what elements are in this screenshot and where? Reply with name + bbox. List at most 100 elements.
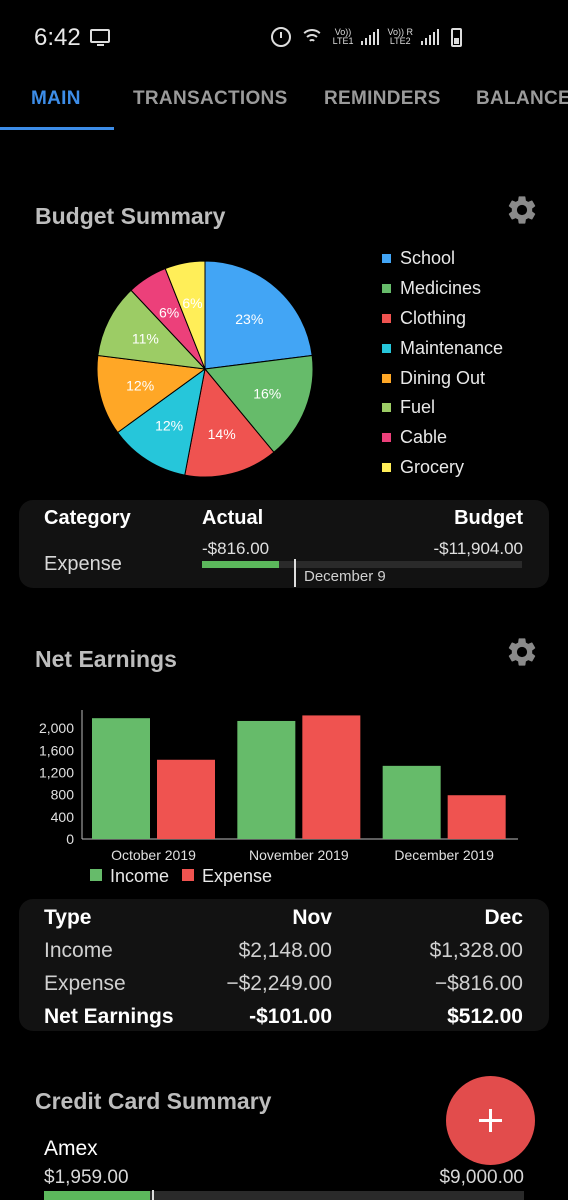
- bar-income-3: [382, 765, 441, 839]
- pie-slice-maintenance: [116, 367, 206, 476]
- credit-card-marker: [152, 1190, 154, 1200]
- tab-main[interactable]: MAIN: [31, 88, 81, 109]
- credit-card-balance: $1,959.00: [44, 1167, 129, 1188]
- bar-income-2: [237, 720, 296, 839]
- legend-item: School: [382, 244, 503, 274]
- legend-swatch: [182, 869, 194, 881]
- x-tick-label: November 2019: [249, 847, 349, 863]
- pie-slice-clothing: [184, 367, 275, 478]
- pie-slice-label: 6%: [182, 295, 202, 311]
- status-time: 6:42: [34, 24, 81, 51]
- actual-amount: -$816.00: [202, 539, 270, 558]
- today-marker: [294, 559, 296, 587]
- legend-item: Maintenance: [382, 333, 503, 363]
- budget-summary-title: Budget Summary: [35, 203, 226, 229]
- budget-pie-chart: 23%16%14%12%12%11%6%6%: [96, 260, 314, 478]
- pie-slice-dining-out: [96, 354, 207, 434]
- net-earnings-table-card[interactable]: Type Nov Dec Income $2,148.00 $1,328.00 …: [19, 899, 549, 1031]
- credit-card-name[interactable]: Amex: [44, 1137, 98, 1160]
- wifi-icon: [299, 27, 325, 47]
- tab-transactions[interactable]: TRANSACTIONS: [133, 88, 288, 109]
- budget-progress-bar: [202, 561, 522, 568]
- column-header-type: Type: [44, 906, 92, 929]
- credit-card-progress-fill: [44, 1191, 150, 1200]
- legend-swatch: [382, 462, 391, 472]
- row-net-earnings-nov: -$101.00: [249, 1005, 332, 1028]
- pie-slice-label: 16%: [253, 386, 281, 402]
- budget-progress-fill: [202, 561, 279, 568]
- y-tick-label: 800: [51, 787, 75, 803]
- x-tick-label: October 2019: [111, 847, 196, 863]
- legend-label: Expense: [202, 866, 272, 886]
- net-earnings-title: Net Earnings: [35, 646, 177, 672]
- budget-settings-gear-icon[interactable]: [505, 193, 539, 227]
- bar-expense-1: [157, 759, 215, 839]
- legend-item: Medicines: [382, 274, 503, 304]
- pie-slice-label: 23%: [235, 311, 263, 327]
- bar-expense-2: [302, 715, 361, 839]
- status-bar: 6:42 Vo)) LTE1 Vo)) R LTE2: [0, 0, 568, 76]
- row-income-nov: $2,148.00: [238, 939, 332, 962]
- bar-expense-3: [447, 795, 506, 839]
- column-header-nov: Nov: [292, 906, 332, 929]
- sim1-network-label: Vo)) LTE1: [332, 27, 354, 46]
- legend-swatch: [382, 433, 391, 443]
- row-expense-nov: −$2,249.00: [226, 972, 332, 995]
- row-expense-label: Expense: [44, 972, 126, 995]
- legend-item: Clothing: [382, 304, 503, 334]
- pie-slice-label: 11%: [132, 331, 159, 347]
- legend-item: Dining Out: [382, 363, 503, 393]
- y-tick-label: 1,600: [39, 742, 74, 758]
- pie-slice-grocery: [164, 260, 206, 370]
- signal-bars-icon: [361, 29, 380, 45]
- battery-icon: [451, 27, 462, 47]
- y-tick-label: 1,200: [39, 765, 74, 781]
- add-transaction-fab-button[interactable]: [446, 1076, 535, 1165]
- status-icons: Vo)) LTE1 Vo)) R LTE2: [270, 26, 462, 48]
- expense-row-label: Expense: [44, 553, 122, 575]
- bar-income-1: [92, 718, 150, 839]
- net-earnings-bar-chart: 0 400 800 1,200 1,600 2,000 October 2019 Novemb…: [39, 710, 518, 886]
- legend-item: Cable: [382, 423, 503, 453]
- today-marker-label: December 9: [304, 568, 386, 585]
- tab-reminders[interactable]: REMINDERS: [324, 88, 441, 109]
- budget-table-card[interactable]: Category Actual Budget Expense -$816.00 …: [19, 500, 549, 588]
- alarm-icon: [270, 27, 291, 47]
- x-tick-label: December 2019: [394, 847, 494, 863]
- screen-cast-icon: [90, 29, 110, 46]
- legend-item: Fuel: [382, 393, 503, 423]
- pie-slice-label: 12%: [155, 418, 183, 434]
- legend-swatch: [90, 869, 102, 881]
- pie-slice-fuel: [97, 289, 207, 370]
- row-expense-dec: −$816.00: [434, 972, 523, 995]
- y-tick-label: 2,000: [39, 720, 74, 736]
- pie-slice-medicines: [204, 354, 314, 453]
- legend-swatch: [382, 284, 391, 294]
- column-header-dec: Dec: [484, 906, 523, 929]
- pie-slice-school: [204, 260, 313, 370]
- column-header-actual: Actual: [202, 507, 264, 529]
- net-earnings-settings-gear-icon[interactable]: [505, 635, 539, 669]
- tab-balance[interactable]: BALANCE: [476, 88, 568, 109]
- tab-bar: MAIN TRANSACTIONS REMINDERS BALANCE: [0, 76, 568, 132]
- credit-card-progress-bar: [44, 1191, 524, 1200]
- row-net-earnings-label: Net Earnings: [44, 1005, 174, 1028]
- legend-swatch: [382, 403, 391, 413]
- pie-slice-label: 6%: [159, 304, 179, 320]
- legend-swatch: [382, 313, 391, 323]
- sim2-network-label: Vo)) R LTE2: [387, 27, 413, 46]
- row-income-dec: $1,328.00: [429, 939, 523, 962]
- row-net-earnings-dec: $512.00: [447, 1005, 523, 1028]
- column-header-budget: Budget: [454, 507, 523, 529]
- legend-item: Grocery: [382, 453, 503, 483]
- y-tick-label: 400: [51, 809, 75, 825]
- signal-bars-icon: [421, 29, 439, 45]
- credit-card-summary-title: Credit Card Summary: [35, 1088, 272, 1114]
- budget-amount: -$11,904.00: [433, 539, 523, 558]
- pie-slice-label: 14%: [208, 426, 236, 442]
- legend-swatch: [382, 254, 391, 264]
- y-tick-label: 0: [66, 831, 74, 847]
- legend-swatch: [382, 373, 391, 383]
- credit-card-limit: $9,000.00: [439, 1167, 524, 1188]
- active-tab-indicator: [0, 127, 114, 130]
